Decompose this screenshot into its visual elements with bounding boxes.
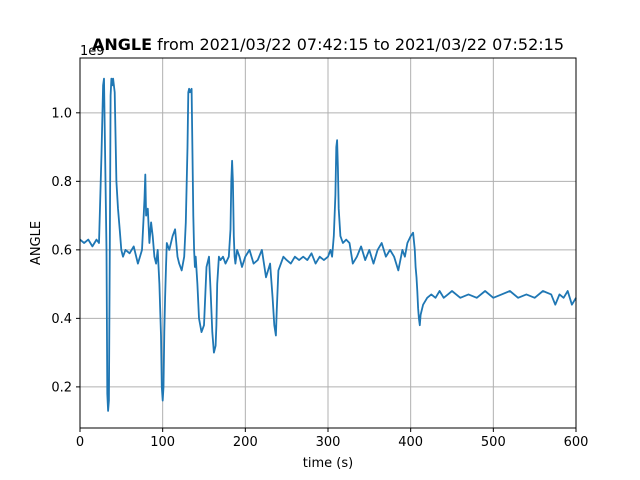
y-tick-label: 1.0 bbox=[51, 106, 72, 121]
chart-title: ANGLE from 2021/03/22 07:42:15 to 2021/0… bbox=[92, 35, 564, 54]
y-tick-label: 0.2 bbox=[51, 380, 72, 395]
x-tick-label: 300 bbox=[316, 435, 341, 450]
plot-line-group bbox=[79, 77, 577, 412]
x-tick-label: 0 bbox=[76, 435, 84, 450]
y-offset-text: 1e9 bbox=[80, 44, 105, 59]
data-series-line bbox=[79, 77, 577, 412]
y-tick-label: 0.8 bbox=[51, 175, 72, 190]
x-tick-label: 500 bbox=[481, 435, 506, 450]
x-tick-label: 200 bbox=[233, 435, 258, 450]
x-axis-label: time (s) bbox=[303, 456, 353, 471]
x-tick-label: 100 bbox=[150, 435, 175, 450]
chart-title-rest: from 2021/03/22 07:42:15 to 2021/03/22 0… bbox=[152, 35, 564, 54]
y-tick-label: 0.6 bbox=[51, 243, 72, 258]
x-tick-label: 600 bbox=[564, 435, 589, 450]
chart-title-bold: ANGLE bbox=[92, 35, 152, 54]
x-tick-label: 400 bbox=[398, 435, 423, 450]
y-axis: 0.2 0.4 0.6 0.8 1.0 bbox=[51, 106, 80, 395]
x-axis: 0 100 200 300 400 500 600 bbox=[76, 428, 589, 450]
y-tick-label: 0.4 bbox=[51, 312, 72, 327]
y-axis-label: ANGLE bbox=[29, 221, 44, 265]
